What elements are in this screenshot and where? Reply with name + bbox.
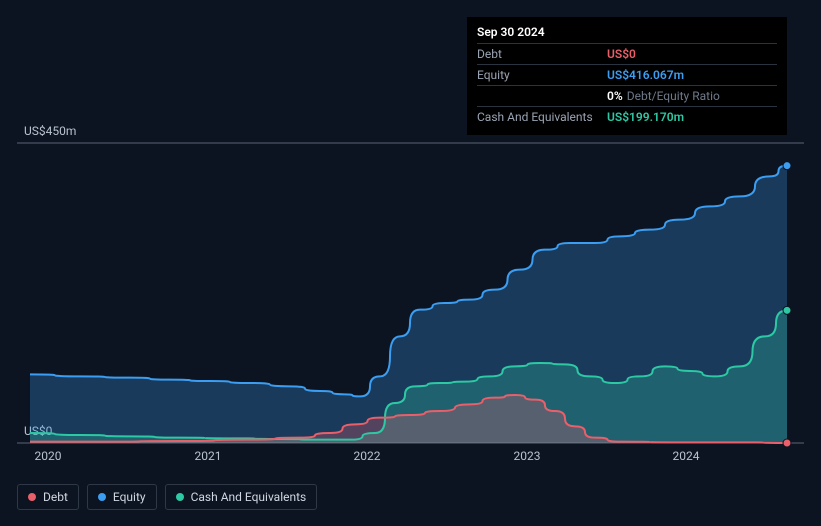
legend-label: Debt	[43, 490, 68, 504]
legend-cash[interactable]: Cash And Equivalents	[165, 484, 318, 510]
legend-equity[interactable]: Equity	[87, 484, 157, 510]
chart-legend: Debt Equity Cash And Equivalents	[17, 484, 317, 510]
x-axis-tick: 2024	[673, 449, 700, 463]
legend-label: Equity	[113, 490, 146, 504]
data-tooltip: Sep 30 2024 DebtUS$0EquityUS$416.067m0%D…	[467, 17, 787, 135]
legend-dot-icon	[28, 493, 36, 501]
tooltip-row-value: US$0	[607, 47, 636, 61]
equity-end-marker-icon	[783, 162, 791, 170]
tooltip-row: DebtUS$0	[477, 43, 777, 64]
tooltip-row-value: US$416.067m	[607, 68, 684, 82]
tooltip-row: EquityUS$416.067m	[477, 64, 777, 85]
tooltip-row-value: US$199.170m	[607, 110, 684, 124]
x-axis-tick: 2020	[35, 449, 62, 463]
legend-dot-icon	[98, 493, 106, 501]
tooltip-row-label: Cash And Equivalents	[477, 110, 607, 124]
tooltip-row: Cash And EquivalentsUS$199.170m	[477, 106, 777, 127]
x-axis-tick: 2023	[514, 449, 541, 463]
x-axis-tick: 2021	[195, 449, 222, 463]
debt-end-marker-icon	[783, 439, 791, 447]
tooltip-row: 0%Debt/Equity Ratio	[477, 85, 777, 106]
tooltip-row-suffix: Debt/Equity Ratio	[627, 89, 720, 103]
tooltip-row-label: Debt	[477, 47, 607, 61]
cash-end-marker-icon	[783, 306, 791, 314]
tooltip-date: Sep 30 2024	[477, 25, 777, 43]
legend-debt[interactable]: Debt	[17, 484, 79, 510]
legend-label: Cash And Equivalents	[191, 490, 307, 504]
tooltip-row-value: 0%Debt/Equity Ratio	[607, 89, 720, 103]
legend-dot-icon	[176, 493, 184, 501]
x-axis-tick: 2022	[354, 449, 381, 463]
tooltip-row-label	[477, 89, 607, 103]
tooltip-row-label: Equity	[477, 68, 607, 82]
